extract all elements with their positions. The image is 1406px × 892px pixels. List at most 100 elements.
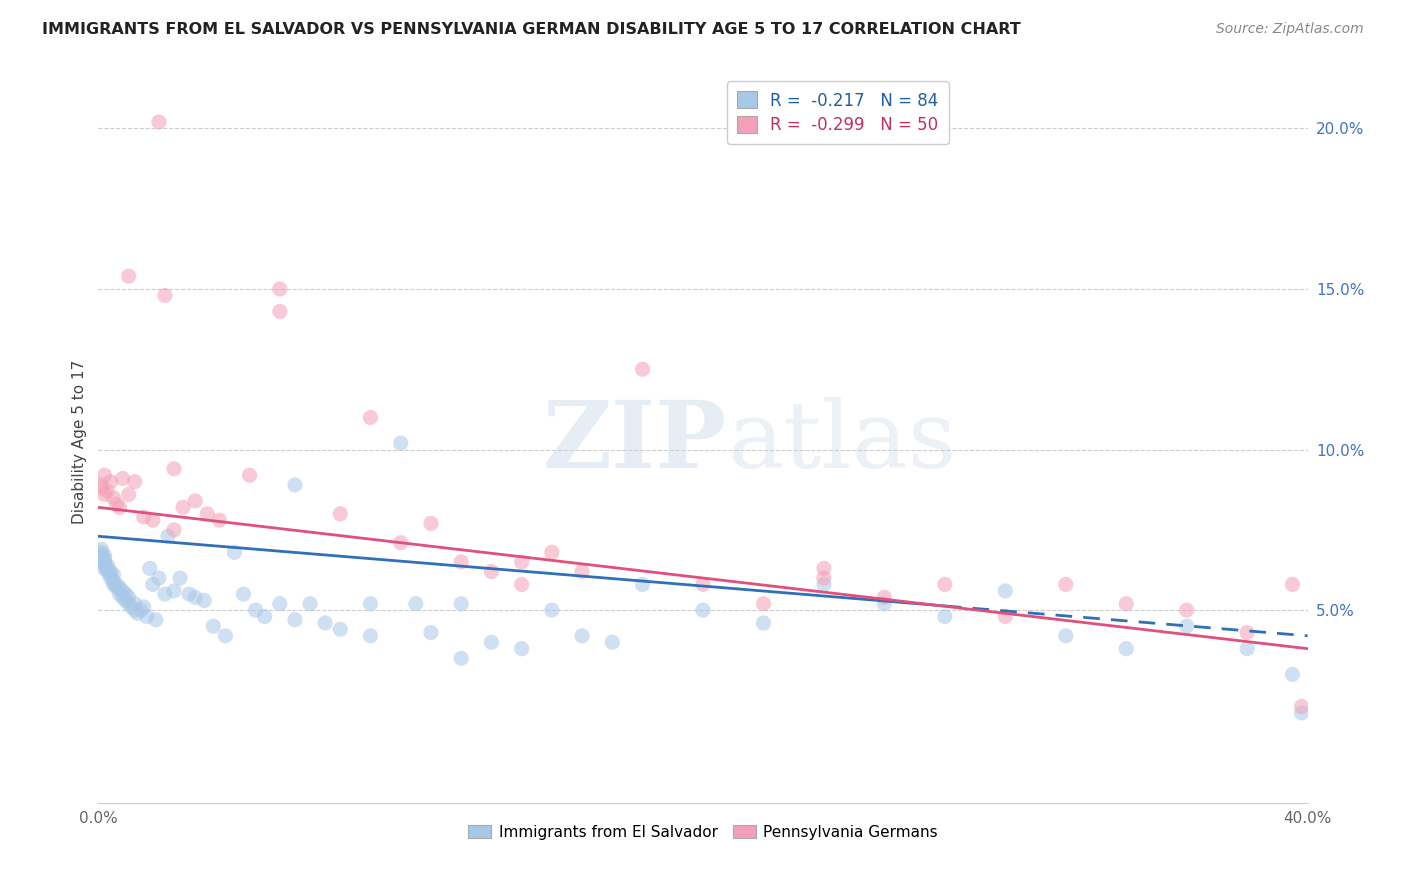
Point	[450, 597, 472, 611]
Point	[153, 288, 176, 302]
Point	[105, 581, 128, 595]
Point	[195, 507, 218, 521]
Point	[93, 487, 115, 501]
Point	[108, 581, 131, 595]
Point	[100, 571, 122, 585]
Point	[103, 574, 125, 589]
Point	[450, 555, 472, 569]
Point	[163, 583, 186, 598]
Text: ZIP: ZIP	[543, 397, 727, 486]
Point	[129, 603, 152, 617]
Point	[103, 491, 125, 505]
Point	[100, 567, 122, 582]
Point	[96, 484, 118, 499]
Point	[692, 577, 714, 591]
Point	[1175, 619, 1198, 633]
Point	[813, 577, 835, 591]
Point	[245, 603, 267, 617]
Point	[752, 615, 775, 630]
Point	[90, 481, 112, 495]
Point	[118, 269, 141, 284]
Point	[873, 597, 896, 611]
Point	[481, 635, 503, 649]
Point	[111, 591, 134, 605]
Point	[172, 500, 194, 515]
Point	[202, 619, 225, 633]
Point	[389, 535, 412, 549]
Point	[118, 487, 141, 501]
Point	[208, 513, 231, 527]
Point	[752, 597, 775, 611]
Point	[540, 545, 562, 559]
Point	[1281, 667, 1303, 681]
Point	[193, 593, 215, 607]
Point	[90, 549, 112, 563]
Point	[631, 577, 654, 591]
Point	[571, 629, 593, 643]
Point	[1054, 629, 1077, 643]
Point	[269, 597, 291, 611]
Point	[1291, 706, 1313, 720]
Point	[105, 577, 128, 591]
Text: Source: ZipAtlas.com: Source: ZipAtlas.com	[1216, 22, 1364, 37]
Point	[329, 623, 352, 637]
Point	[163, 462, 186, 476]
Point	[169, 571, 191, 585]
Point	[540, 603, 562, 617]
Point	[224, 545, 246, 559]
Point	[329, 507, 352, 521]
Point	[994, 583, 1017, 598]
Point	[631, 362, 654, 376]
Point	[420, 625, 443, 640]
Point	[813, 561, 835, 575]
Point	[156, 529, 179, 543]
Point	[90, 478, 112, 492]
Point	[96, 561, 118, 575]
Point	[148, 115, 170, 129]
Point	[360, 410, 382, 425]
Point	[360, 629, 382, 643]
Point	[90, 545, 112, 559]
Point	[510, 577, 533, 591]
Point	[1115, 597, 1137, 611]
Point	[284, 478, 307, 492]
Point	[118, 597, 141, 611]
Point	[111, 583, 134, 598]
Point	[114, 587, 136, 601]
Point	[139, 561, 162, 575]
Point	[108, 500, 131, 515]
Legend: Immigrants from El Salvador, Pennsylvania Germans: Immigrants from El Salvador, Pennsylvani…	[463, 819, 943, 846]
Point	[108, 587, 131, 601]
Point	[813, 571, 835, 585]
Point	[450, 651, 472, 665]
Point	[1054, 577, 1077, 591]
Point	[100, 565, 122, 579]
Y-axis label: Disability Age 5 to 17: Disability Age 5 to 17	[72, 359, 87, 524]
Point	[314, 615, 336, 630]
Point	[284, 613, 307, 627]
Point	[111, 471, 134, 485]
Point	[93, 561, 115, 575]
Point	[1236, 625, 1258, 640]
Point	[253, 609, 276, 624]
Point	[96, 558, 118, 573]
Point	[103, 577, 125, 591]
Point	[124, 597, 146, 611]
Point	[420, 516, 443, 531]
Point	[481, 565, 503, 579]
Point	[90, 555, 112, 569]
Point	[179, 587, 201, 601]
Point	[132, 510, 155, 524]
Point	[389, 436, 412, 450]
Point	[1236, 641, 1258, 656]
Point	[163, 523, 186, 537]
Point	[360, 597, 382, 611]
Point	[135, 609, 157, 624]
Text: atlas: atlas	[727, 397, 956, 486]
Point	[1175, 603, 1198, 617]
Point	[142, 577, 165, 591]
Point	[239, 468, 262, 483]
Point	[1281, 577, 1303, 591]
Point	[100, 475, 122, 489]
Point	[145, 613, 167, 627]
